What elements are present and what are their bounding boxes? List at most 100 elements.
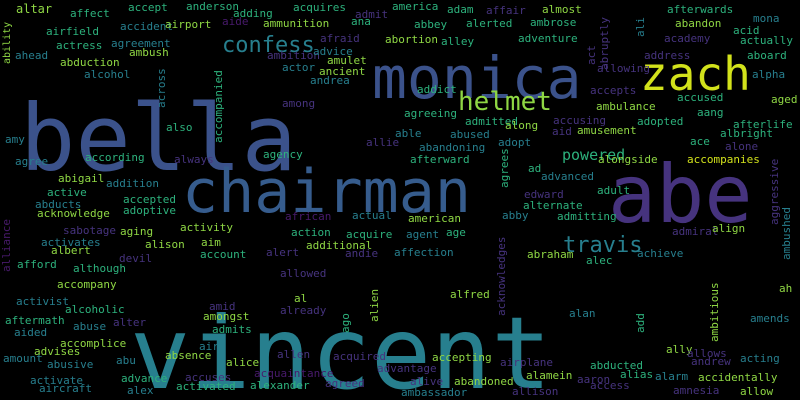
word-ambulance: ambulance xyxy=(596,100,656,113)
word-align: align xyxy=(712,222,745,235)
word-aggressive: aggressive xyxy=(768,159,781,225)
word-airplane: airplane xyxy=(500,356,553,369)
word-activist: activist xyxy=(16,295,69,308)
word-allowed: allowed xyxy=(280,267,326,280)
word-anderson: anderson xyxy=(186,0,239,13)
word-afterlife: afterlife xyxy=(733,118,793,131)
word-amongst: amongst xyxy=(203,310,249,323)
word-advanced: advanced xyxy=(541,170,594,183)
word-amnesia: amnesia xyxy=(673,384,719,397)
word-allie: allie xyxy=(366,136,399,149)
word-advantage: advantage xyxy=(377,362,437,375)
word-abandon: abandon xyxy=(675,17,721,30)
word-airport: airport xyxy=(165,18,211,31)
word-afford: afford xyxy=(17,258,57,271)
word-allowing: allowing xyxy=(597,62,650,75)
word-admitting: admitting xyxy=(557,210,617,223)
word-accepting: accepting xyxy=(432,351,492,364)
word-albright: albright xyxy=(720,127,773,140)
word-aftermath: aftermath xyxy=(5,314,65,327)
word-abortion: abortion xyxy=(385,33,438,46)
word-edward: edward xyxy=(524,188,564,201)
word-confess: confess xyxy=(222,33,315,58)
word-alter: alter xyxy=(113,316,146,329)
word-ambush: ambush xyxy=(129,46,169,59)
word-alerted: alerted xyxy=(466,17,512,30)
word-acquire: acquire xyxy=(346,228,392,241)
word-ace: ace xyxy=(690,135,710,148)
word-agreement: agreement xyxy=(111,37,171,50)
word-alexander: alexander xyxy=(250,379,310,392)
word-abducts: abducts xyxy=(35,198,81,211)
word-andrew: andrew xyxy=(691,355,731,368)
word-acting: acting xyxy=(740,352,780,365)
word-alley: alley xyxy=(441,35,474,48)
word-sabotage: sabotage xyxy=(63,224,116,237)
word-accompanied: accompanied xyxy=(212,70,225,143)
word-account: account xyxy=(200,248,246,261)
word-ammunition: ammunition xyxy=(263,17,329,30)
word-ad: ad xyxy=(528,162,541,175)
word-aboard: aboard xyxy=(747,49,787,62)
word-accepts: accepts xyxy=(590,84,636,97)
word-allison: allison xyxy=(512,385,558,398)
word-andie: andie xyxy=(345,247,378,260)
word-abruptly: abruptly xyxy=(598,17,611,70)
word-activated: activated xyxy=(176,380,236,393)
word-adding: adding xyxy=(233,7,273,20)
word-advance: advance xyxy=(121,372,167,385)
word-ambition: ambition xyxy=(267,49,320,62)
word-action: action xyxy=(291,226,331,239)
word-america: america xyxy=(392,0,438,13)
word-aided: aided xyxy=(14,326,47,339)
word-agree: agree xyxy=(15,155,48,168)
word-adam: adam xyxy=(447,3,474,16)
word-air: air xyxy=(199,340,219,353)
word-also: also xyxy=(166,121,193,134)
word-amulet: amulet xyxy=(327,54,367,67)
word-abuse: abuse xyxy=(73,320,106,333)
word-allen: allen xyxy=(277,348,310,361)
word-amusement: amusement xyxy=(577,124,637,137)
word-amends: amends xyxy=(750,312,790,325)
word-agreeing: agreeing xyxy=(404,107,457,120)
word-admitted: admitted xyxy=(465,115,518,128)
word-absence: absence xyxy=(165,349,211,362)
word-chairman: chairman xyxy=(182,157,471,227)
word-acid: acid xyxy=(733,24,760,37)
word-act: act xyxy=(585,45,598,65)
word-advice: advice xyxy=(313,45,353,58)
word-abraham: abraham xyxy=(527,248,574,261)
word-travis: travis xyxy=(563,233,642,258)
word-admit: admit xyxy=(355,8,388,21)
word-along: along xyxy=(505,119,538,132)
word-access: access xyxy=(590,379,630,392)
word-able: able xyxy=(395,127,422,140)
word-agent: agent xyxy=(406,228,439,241)
word-adventure: adventure xyxy=(518,32,578,45)
word-aide: aide xyxy=(222,15,249,28)
word-helmet: helmet xyxy=(458,87,552,117)
word-ali: ali xyxy=(634,17,647,37)
word-afraid: afraid xyxy=(320,32,360,45)
word-always: always xyxy=(174,153,214,166)
word-agrees: agrees xyxy=(498,148,511,188)
word-alive: alive xyxy=(410,375,443,388)
word-address: address xyxy=(644,49,690,62)
word-allows: allows xyxy=(687,347,727,360)
word-abu: abu xyxy=(116,354,136,367)
word-alan: alan xyxy=(569,307,596,320)
word-alternate: alternate xyxy=(523,199,583,212)
word-alarm: alarm xyxy=(655,370,688,383)
word-abducted: abducted xyxy=(590,359,643,372)
word-ahead: ahead xyxy=(15,49,48,62)
word-admits: admits xyxy=(212,323,252,336)
word-acquired: acquired xyxy=(333,350,386,363)
word-african: african xyxy=(285,210,331,223)
word-aim: aim xyxy=(201,236,221,249)
word-adopt: adopt xyxy=(498,136,531,149)
word-amid: amid xyxy=(209,300,236,313)
word-abusive: abusive xyxy=(47,358,93,371)
